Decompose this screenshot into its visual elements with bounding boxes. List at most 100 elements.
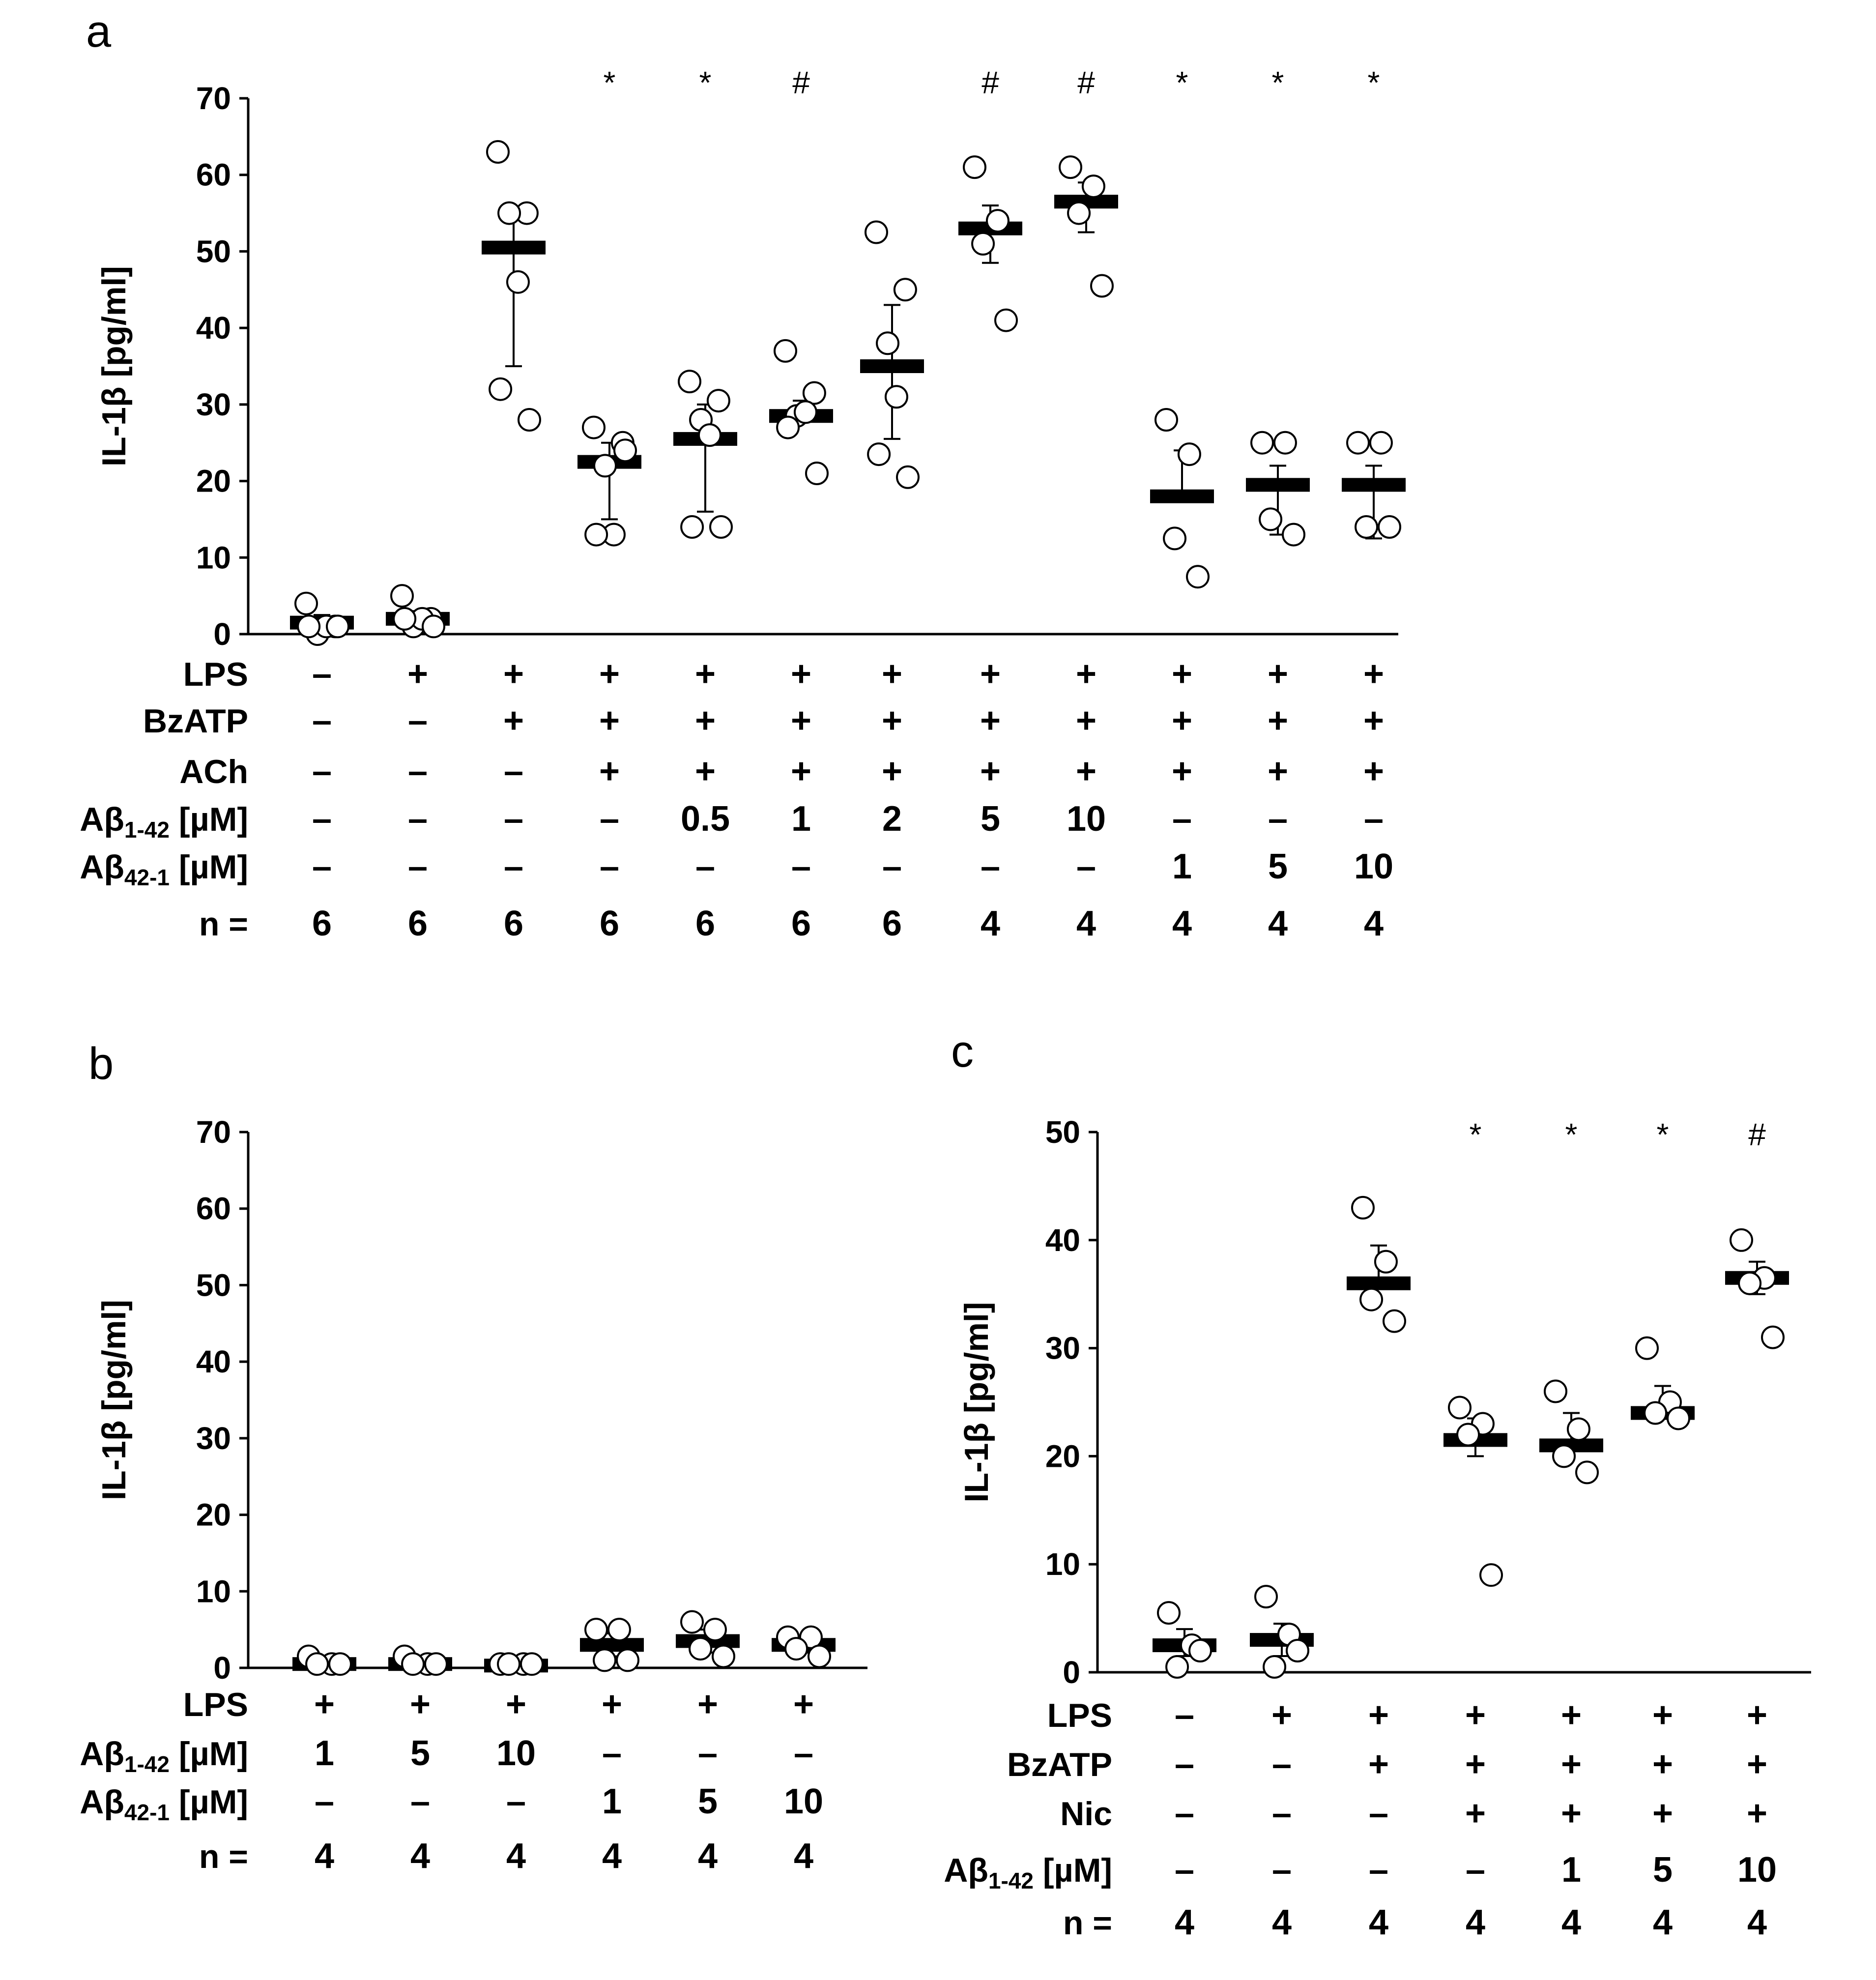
table-row-label: n =	[199, 905, 248, 943]
data-point	[1177, 442, 1201, 466]
mean-bar	[1347, 1276, 1411, 1290]
data-point	[1154, 408, 1178, 432]
data-point	[390, 584, 414, 608]
table-cell: +	[882, 701, 902, 740]
table-cell: 1	[1172, 847, 1192, 886]
mean-bar	[1246, 478, 1310, 492]
table-cell: +	[1363, 701, 1384, 740]
y-tick-label: 0	[213, 616, 231, 652]
y-axis-label: IL-1β [pg/ml]	[95, 266, 133, 466]
data-point	[680, 515, 704, 539]
data-point	[697, 423, 722, 447]
table-cell: 6	[600, 904, 619, 943]
data-point	[784, 1637, 808, 1661]
table-cell: 4	[410, 1836, 430, 1876]
table-cell: –	[312, 752, 332, 791]
y-tick-label: 60	[196, 1191, 231, 1226]
data-point	[520, 1652, 544, 1676]
data-point	[1552, 1444, 1576, 1468]
data-point	[328, 1652, 352, 1676]
table-cell: 4	[1466, 1903, 1485, 1942]
table-cell: 6	[695, 904, 715, 943]
significance-marker: #	[981, 65, 999, 100]
significance-marker: *	[1368, 65, 1380, 100]
data-group: *	[1342, 65, 1406, 540]
data-point	[497, 201, 521, 225]
table-row-label: Aβ1-42 [µM]	[80, 801, 248, 843]
data-point	[1544, 1379, 1567, 1403]
y-tick-label: 40	[1045, 1223, 1080, 1258]
y-tick-label: 30	[196, 1421, 231, 1456]
table-cell: +	[1368, 1695, 1389, 1735]
table-cell: –	[504, 799, 523, 839]
table-cell: 10	[1737, 1850, 1777, 1890]
data-group: *	[673, 65, 737, 539]
table-cell: +	[1363, 654, 1384, 694]
y-tick-label: 10	[196, 540, 231, 575]
y-tick-label: 20	[196, 1497, 231, 1533]
data-point	[963, 155, 986, 179]
table-row-label: Aβ42-1 [µM]	[80, 848, 248, 890]
data-point	[706, 389, 730, 413]
table-cell: +	[1465, 1695, 1486, 1735]
y-axis-label: IL-1β [pg/ml]	[958, 1302, 995, 1503]
table-cell: –	[1175, 1695, 1194, 1735]
data-point	[1644, 1401, 1668, 1425]
table-cell: +	[1076, 752, 1097, 791]
data-point	[1263, 1655, 1287, 1679]
table-cell: +	[599, 701, 620, 740]
table-cell: –	[698, 1734, 718, 1773]
data-group	[386, 584, 450, 639]
table-cell: +	[1561, 1745, 1582, 1784]
table-cell: +	[695, 752, 716, 791]
data-point	[518, 408, 541, 432]
data-point	[1081, 175, 1105, 199]
table-cell: +	[503, 654, 524, 694]
table-cell: +	[1652, 1794, 1673, 1833]
table-cell: +	[1172, 654, 1192, 694]
data-group	[1250, 1585, 1314, 1679]
table-cell: 5	[1268, 847, 1288, 886]
y-tick-label: 40	[196, 310, 231, 346]
table-cell: –	[600, 847, 619, 886]
table-cell: +	[791, 701, 811, 740]
chart-panel-a: 0 10 20 30 40 50 60 70 IL-1β [pg/ml] * * # # # * * * LPS –…	[80, 65, 1406, 943]
panel-label-b: b	[88, 1039, 114, 1089]
table-row-label: ACh	[179, 753, 248, 790]
data-group	[676, 1610, 740, 1668]
data-group	[484, 1652, 548, 1676]
data-point	[1566, 1417, 1590, 1441]
data-point	[1575, 1460, 1599, 1485]
data-point	[1761, 1325, 1785, 1349]
table-cell: –	[506, 1782, 526, 1821]
table-cell: 4	[1272, 1903, 1292, 1942]
data-group	[482, 140, 546, 432]
table-cell: –	[1175, 1850, 1194, 1890]
data-point	[893, 278, 917, 302]
y-tick-label: 30	[196, 387, 231, 422]
table-row-label: Aβ1-42 [µM]	[80, 1735, 248, 1777]
data-group: *	[1150, 65, 1214, 589]
table-cell: +	[1465, 1794, 1486, 1833]
table-cell: 4	[1172, 904, 1192, 943]
significance-marker: *	[699, 65, 712, 100]
data-point	[884, 385, 908, 409]
y-tick-label: 50	[1045, 1114, 1080, 1150]
table-cell: –	[312, 799, 332, 839]
table-cell: –	[1172, 799, 1192, 839]
data-point	[1259, 507, 1283, 531]
y-tick-label: 50	[196, 1267, 231, 1303]
data-point	[1157, 1601, 1181, 1625]
data-point	[1273, 431, 1297, 455]
table-cell: +	[1747, 1794, 1767, 1833]
data-point	[1254, 1585, 1278, 1609]
table-cell: –	[1076, 847, 1096, 886]
panel-label-c: c	[951, 1026, 974, 1077]
mean-bar	[482, 240, 546, 255]
table-cell: 1	[1561, 1850, 1581, 1890]
data-point	[793, 400, 817, 424]
data-point	[582, 415, 606, 439]
significance-marker: #	[1748, 1117, 1766, 1152]
data-point	[1738, 1271, 1762, 1295]
table-row-label: Nic	[1060, 1795, 1112, 1833]
